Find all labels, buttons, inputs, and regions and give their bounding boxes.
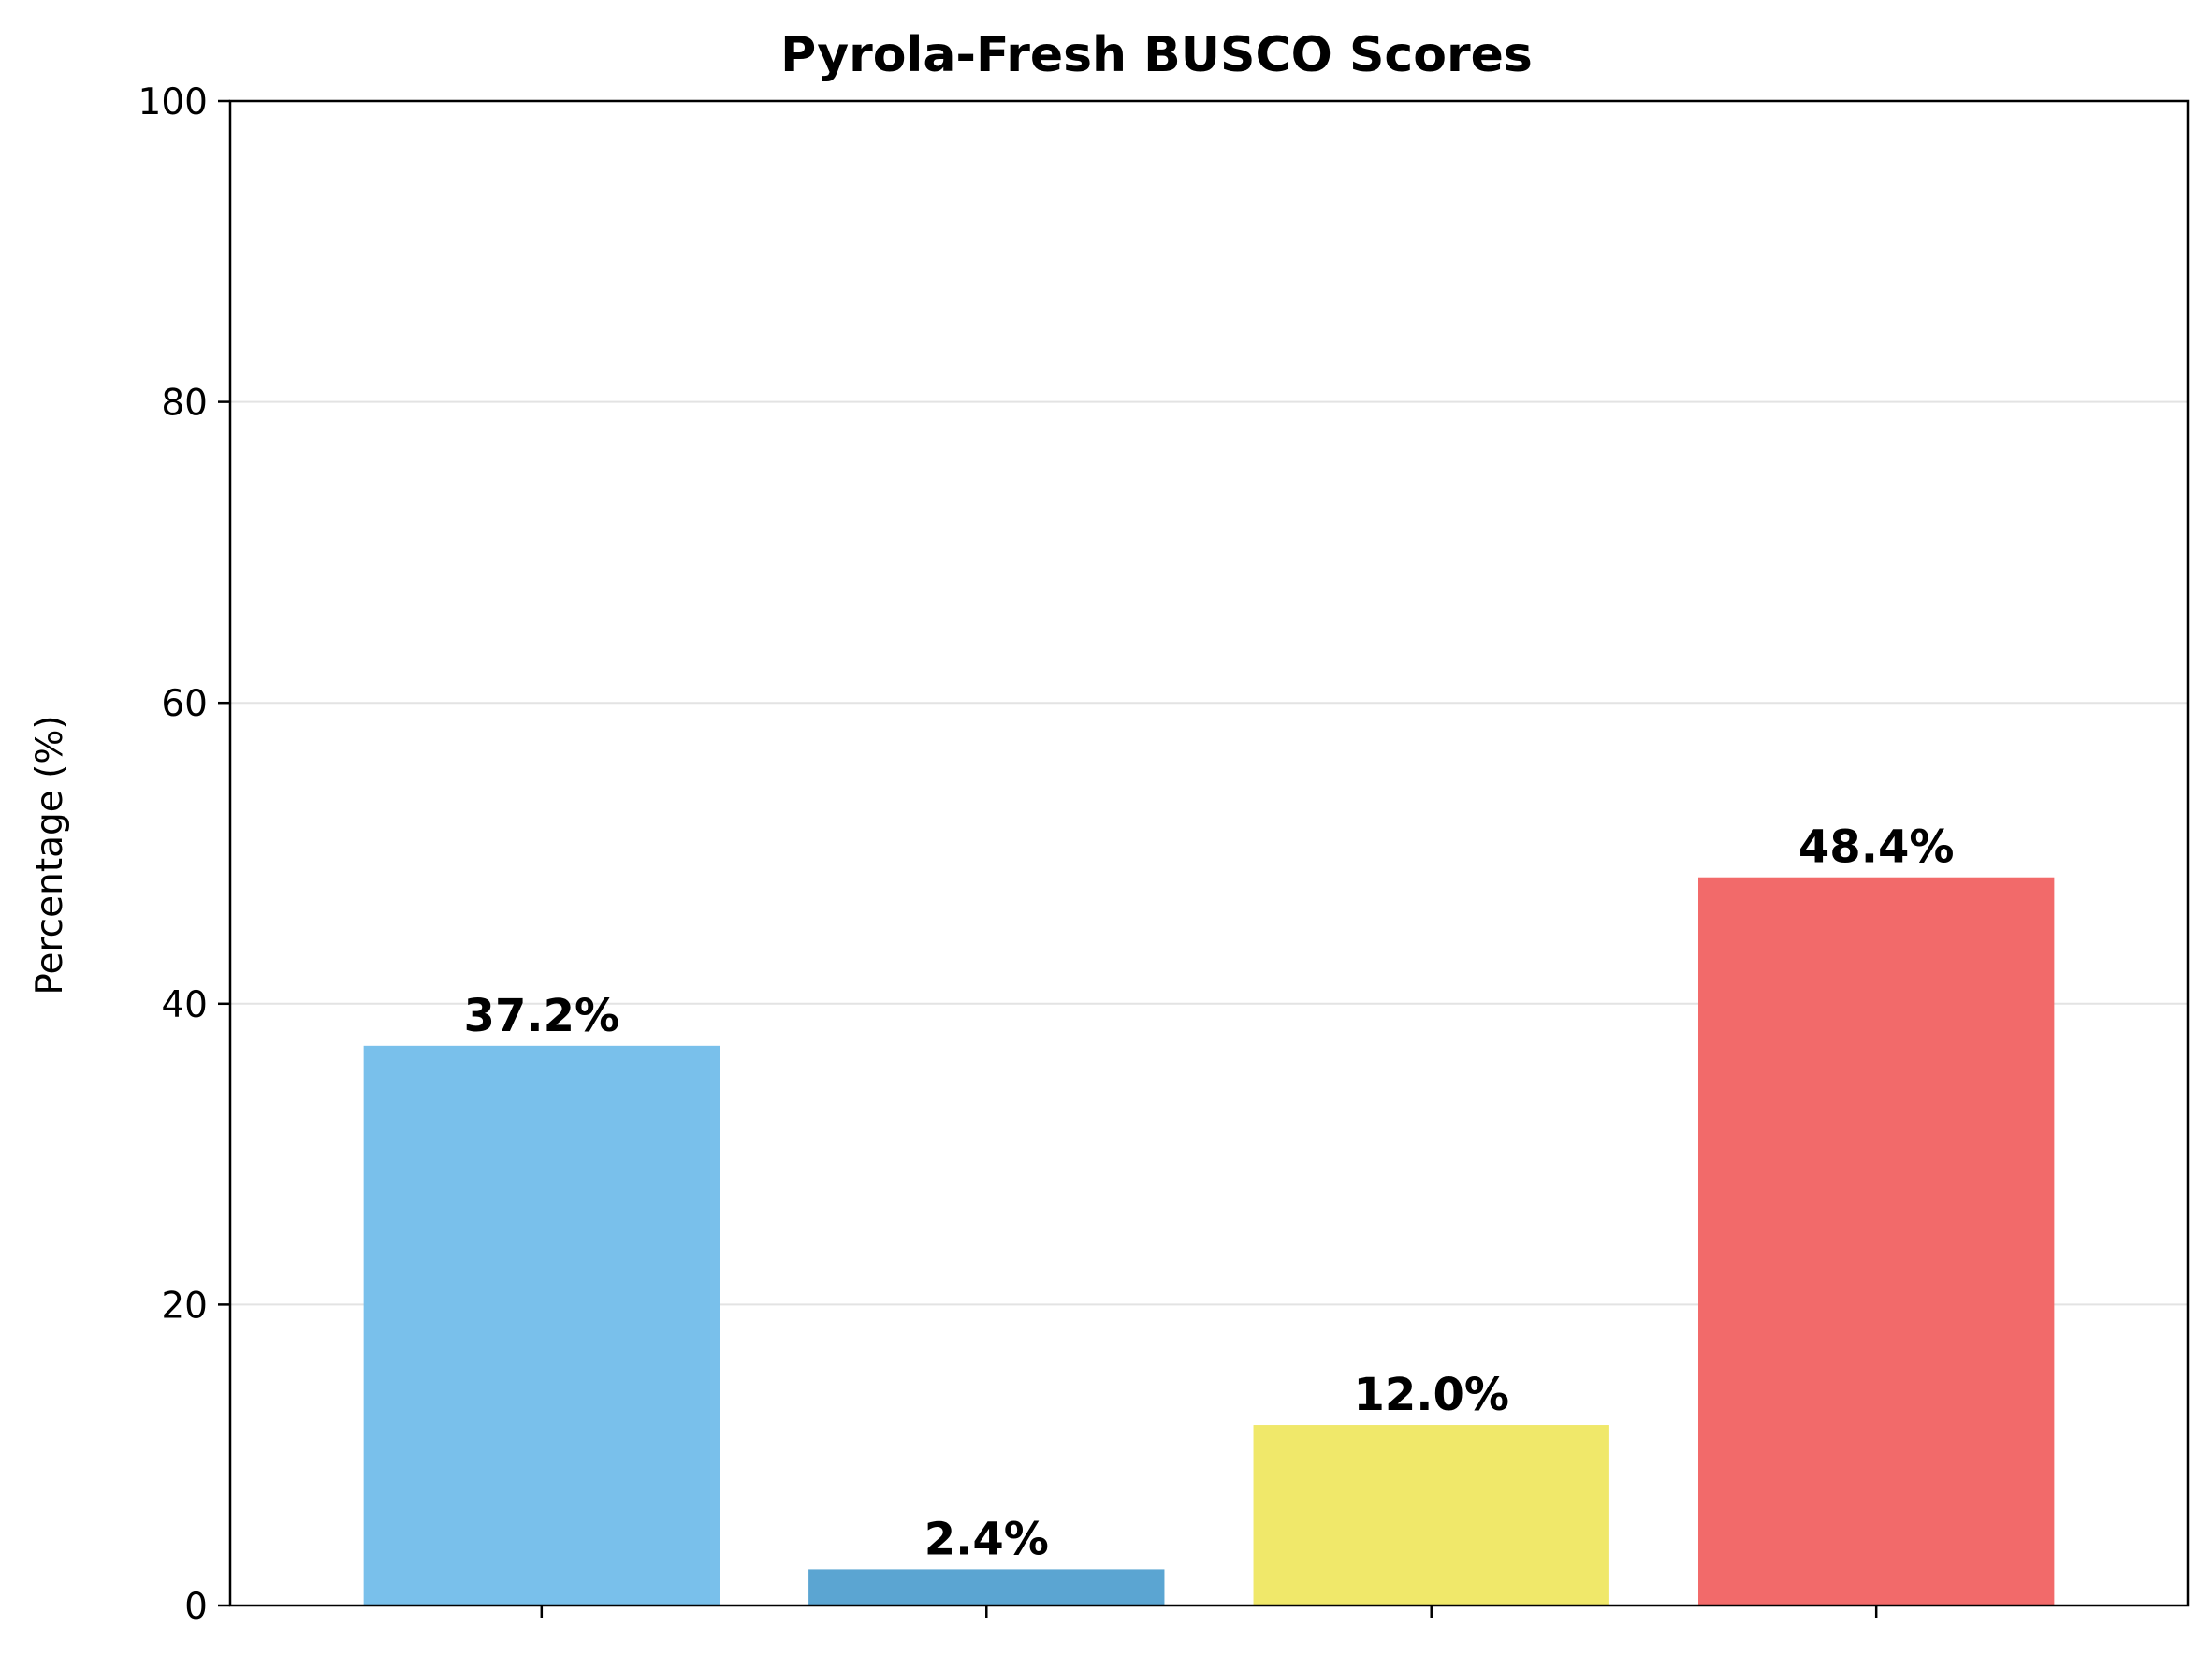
bar-value-labels: 37.2% 2.4% 12.0% 48.4% [464,821,1955,1566]
bar-value-label: 37.2% [464,990,620,1042]
y-tick-label: 100 [138,81,208,123]
bar-value-label: 12.0% [1353,1369,1509,1421]
y-tick-label: 20 [161,1285,208,1327]
y-axis-label: Percentage (%) [29,715,71,995]
chart-title: Pyrola-Fresh BUSCO Scores [780,27,1533,83]
y-tick-label: 40 [161,984,208,1026]
bar [1253,1425,1609,1605]
bar-value-label: 48.4% [1798,821,1955,874]
plot-frame [228,99,2190,1607]
bars [363,877,2055,1605]
y-tick-label: 60 [161,683,208,725]
x-axis [540,1605,1878,1618]
y-tick-label: 80 [161,383,208,425]
y-axis: 0 20 40 60 80 100 [138,81,230,1628]
y-tick-label: 0 [184,1586,208,1628]
bar [808,1569,1165,1605]
bar [363,1045,720,1605]
bar-value-label: 2.4% [924,1513,1049,1565]
bar [1698,877,2055,1605]
